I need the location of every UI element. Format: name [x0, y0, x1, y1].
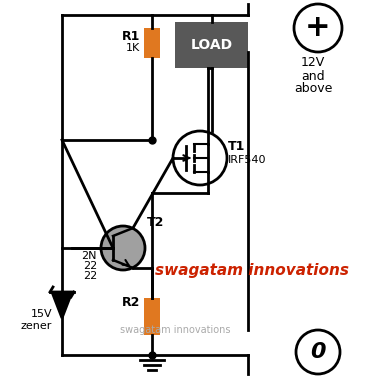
Text: 22: 22 [83, 271, 97, 281]
Text: and: and [301, 70, 325, 83]
Text: T1: T1 [228, 139, 245, 152]
Text: 22: 22 [83, 261, 97, 271]
Bar [144, 28, 160, 58]
Text: T2: T2 [147, 217, 164, 230]
Bar [175, 22, 248, 68]
Text: zener: zener [21, 321, 52, 331]
Text: swagatam innovations: swagatam innovations [120, 325, 231, 335]
Text: R2: R2 [122, 296, 140, 309]
Text: LOAD: LOAD [191, 38, 233, 52]
Text: 1K: 1K [126, 43, 140, 53]
Text: R1: R1 [122, 29, 140, 42]
Text: 0: 0 [310, 342, 326, 362]
Text: 12V: 12V [301, 57, 325, 70]
Text: +: + [305, 13, 331, 42]
Text: IRF540: IRF540 [228, 155, 266, 165]
Bar [144, 298, 160, 335]
Text: swagatam innovations: swagatam innovations [155, 262, 349, 277]
Text: above: above [294, 83, 332, 96]
Polygon shape [52, 292, 72, 318]
Text: 2N: 2N [81, 251, 97, 261]
Circle shape [101, 226, 145, 270]
Text: 15V: 15V [30, 309, 52, 319]
